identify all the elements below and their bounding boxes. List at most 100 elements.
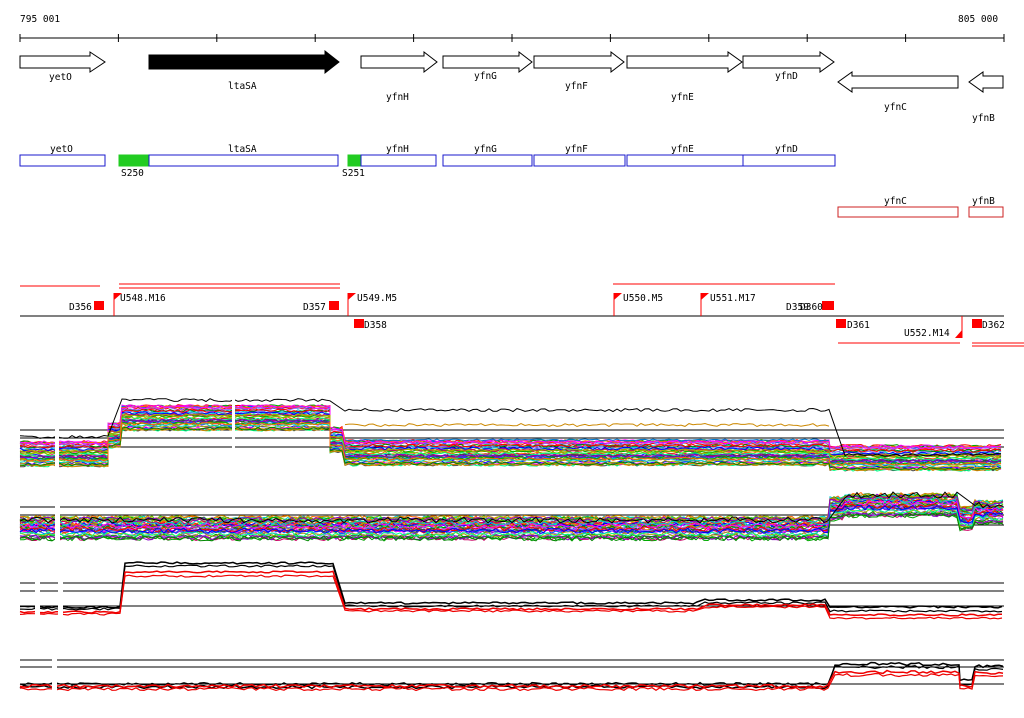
gene-arrow-label-yfnd: yfnD bbox=[775, 71, 798, 82]
expression-panel-2 bbox=[19, 491, 1004, 545]
expression-profile-line bbox=[19, 574, 1003, 620]
feature-d357[interactable]: D357 bbox=[303, 301, 339, 313]
gene-arrow-label-yfnf: yfnF bbox=[565, 81, 588, 92]
feature-label-d360: D360 bbox=[800, 302, 823, 313]
gene-box-yfnh[interactable] bbox=[360, 154, 437, 167]
gene-box-yeto[interactable] bbox=[19, 154, 106, 167]
gene-box-label-yeto: yetO bbox=[50, 144, 73, 155]
expression-profile-line bbox=[19, 426, 1002, 471]
gap bbox=[35, 575, 40, 615]
feature-label-u548-m16: U548.M16 bbox=[120, 293, 166, 304]
gap bbox=[55, 420, 59, 470]
gene-arrow-yfnd[interactable]: yfnD bbox=[742, 51, 835, 82]
expression-profile-line bbox=[19, 499, 1004, 530]
gene-arrow-yfng[interactable]: yfnG bbox=[442, 50, 533, 82]
feature-u551-m17[interactable]: U551.M17 bbox=[700, 293, 756, 316]
feature-d356[interactable]: D356 bbox=[69, 301, 104, 313]
feature-label-u550-m5: U550.M5 bbox=[623, 293, 663, 304]
gene-arrow-track: yetO ltaSA yfnH yfnG yfnF yfnE bbox=[19, 49, 1004, 124]
gene-arrow-label-yfnh: yfnH bbox=[386, 92, 409, 103]
feature-u548-m16[interactable]: U548.M16 bbox=[113, 293, 166, 316]
expression-panel-1 bbox=[19, 395, 1004, 472]
gene-box-yfne[interactable] bbox=[626, 154, 744, 167]
gene-arrow-label-yeto: yetO bbox=[49, 72, 72, 83]
gene-arrow-ltasa[interactable]: ltaSA bbox=[148, 49, 340, 92]
axis-end-label: 805 000 bbox=[958, 14, 998, 25]
coordinate-axis: 795 001 805 000 bbox=[19, 14, 1005, 42]
expression-profile-line bbox=[19, 413, 1002, 458]
feature-label-d356: D356 bbox=[69, 302, 92, 313]
gene-box-label-yfnd: yfnD bbox=[775, 144, 798, 155]
expression-panel-3 bbox=[19, 561, 1004, 620]
feature-d361[interactable]: D361 bbox=[836, 319, 870, 331]
gene-arrow-yfnh[interactable]: yfnH bbox=[360, 50, 438, 103]
expression-profile-line bbox=[19, 409, 1002, 454]
expression-profile-line bbox=[19, 416, 1002, 461]
feature-d360[interactable]: D360 bbox=[800, 301, 834, 313]
expression-profile-line bbox=[19, 512, 1004, 542]
expression-panel-4 bbox=[19, 655, 1004, 695]
expression-profile-line bbox=[344, 422, 830, 428]
feature-label-u551-m17: U551.M17 bbox=[710, 293, 756, 304]
feature-track: D356 U548.M16 D357 D358 U549.M5 bbox=[20, 283, 1024, 347]
expression-profile-line bbox=[19, 564, 1003, 613]
gene-box-yfnc[interactable] bbox=[837, 206, 959, 218]
expression-profile-line bbox=[19, 493, 1004, 523]
expression-profile-line bbox=[19, 669, 1004, 689]
feature-label-d358: D358 bbox=[364, 320, 387, 331]
expression-profile-line bbox=[19, 405, 1002, 450]
gene-box-label-yfnf: yfnF bbox=[565, 144, 588, 155]
expression-profile-line bbox=[19, 508, 1004, 538]
gap bbox=[52, 655, 57, 695]
gene-box-label-ltasa: ltaSA bbox=[228, 144, 257, 155]
expression-profile-line bbox=[19, 504, 1004, 534]
expression-profile-line bbox=[19, 503, 1004, 533]
expression-profile-line bbox=[19, 424, 1002, 469]
gene-arrow-label-yfnb: yfnB bbox=[972, 113, 995, 124]
gene-box-yfng[interactable] bbox=[442, 154, 533, 167]
expression-profile-line bbox=[19, 406, 1002, 451]
gene-box-yfnb[interactable] bbox=[968, 206, 1004, 218]
site-box-s250[interactable] bbox=[118, 154, 150, 167]
gene-arrow-yeto[interactable]: yetO bbox=[19, 51, 106, 83]
gene-box-yfnf[interactable] bbox=[533, 154, 626, 167]
feature-label-d362: D362 bbox=[982, 320, 1005, 331]
gene-arrow-label-ltasa: ltaSA bbox=[228, 81, 257, 92]
gene-arrow-yfne[interactable]: yfnE bbox=[626, 51, 743, 103]
feature-d362[interactable]: D362 bbox=[972, 319, 1005, 331]
expression-profile-line bbox=[19, 491, 1004, 524]
site-box-s251[interactable] bbox=[347, 154, 362, 167]
feature-label-u552-m14: U552.M14 bbox=[904, 328, 950, 339]
expression-profile-line bbox=[19, 418, 1002, 463]
gene-box-yfnd[interactable] bbox=[742, 154, 836, 167]
feature-u552-m14[interactable]: U552.M14 bbox=[904, 316, 963, 339]
gene-box-label-yfnb: yfnB bbox=[972, 196, 995, 207]
site-label-s251: S251 bbox=[342, 168, 365, 179]
gene-arrow-label-yfne: yfnE bbox=[671, 92, 694, 103]
gene-arrow-label-yfng: yfnG bbox=[474, 71, 497, 82]
gene-arrow-yfnc[interactable]: yfnC bbox=[837, 71, 959, 113]
gene-box-ltasa[interactable] bbox=[148, 154, 339, 167]
gene-arrow-yfnb[interactable]: yfnB bbox=[968, 71, 1004, 124]
feature-u550-m5[interactable]: U550.M5 bbox=[613, 293, 663, 316]
axis-start-label: 795 001 bbox=[20, 14, 60, 25]
gene-arrow-yfnf[interactable]: yfnF bbox=[533, 50, 625, 92]
expression-profile-line bbox=[19, 411, 1002, 456]
gene-box-label-yfng: yfnG bbox=[474, 144, 497, 155]
gene-box-track: yetO S250 ltaSA S251 yfnH yfnG yfnF yfnE… bbox=[19, 144, 1004, 218]
gene-box-label-yfnh: yfnH bbox=[386, 144, 409, 155]
feature-label-d359: D359 bbox=[786, 302, 809, 313]
gap bbox=[58, 575, 63, 615]
gap bbox=[55, 500, 60, 545]
expression-profile-line bbox=[19, 561, 1003, 609]
feature-label-d361: D361 bbox=[847, 320, 870, 331]
feature-label-u549-m5: U549.M5 bbox=[357, 293, 397, 304]
expression-profile-line bbox=[19, 672, 1004, 692]
expression-profile-line bbox=[19, 408, 1002, 453]
site-label-s250: S250 bbox=[121, 168, 144, 179]
feature-d358[interactable]: D358 bbox=[354, 319, 387, 331]
feature-u549-m5[interactable]: U549.M5 bbox=[347, 293, 397, 316]
feature-label-d357: D357 bbox=[303, 302, 326, 313]
